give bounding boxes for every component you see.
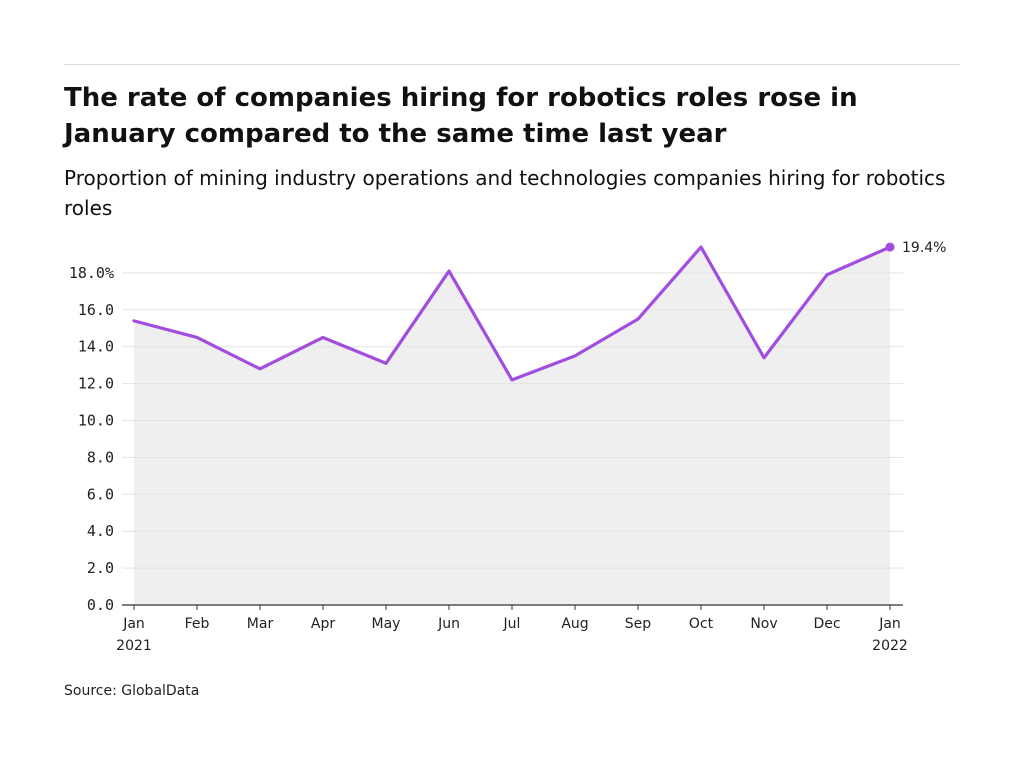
x-tick-label: Oct	[689, 616, 714, 632]
y-tick-label: 12.0	[78, 375, 114, 393]
area-fill	[134, 247, 890, 605]
x-tick-label: Jun	[437, 616, 460, 632]
x-tick-label: May	[372, 616, 401, 632]
x-tick-label: Jan	[122, 616, 145, 632]
source-note: Source: GlobalData	[64, 683, 200, 699]
x-tick-label: Nov	[750, 616, 777, 632]
y-tick-label: 4.0	[87, 522, 114, 540]
y-tick-label: 2.0	[87, 559, 114, 577]
top-divider	[64, 64, 960, 65]
x-tick-label: Mar	[247, 616, 274, 632]
y-tick-label: 6.0	[87, 485, 114, 503]
x-tick-label: Apr	[311, 616, 335, 632]
x-tick-label: Dec	[813, 616, 840, 632]
x-tick-label: 2021	[116, 638, 152, 654]
chart-title: The rate of companies hiring for robotic…	[64, 83, 858, 149]
y-tick-label: 16.0	[78, 301, 114, 319]
x-tick-label: Sep	[625, 616, 652, 632]
x-tick-label: Feb	[185, 616, 210, 632]
x-tick-label: 2022	[872, 638, 908, 654]
end-point-marker	[885, 242, 895, 252]
x-tick-label: Aug	[561, 616, 588, 632]
y-tick-label: 8.0	[87, 448, 114, 466]
chart-subtitle: Proportion of mining industry operations…	[64, 166, 946, 220]
y-tick-label: 14.0	[78, 338, 114, 356]
y-tick-label: 18.0%	[69, 264, 114, 282]
end-data-label: 19.4%	[902, 240, 946, 256]
x-tick-label: Jul	[503, 616, 521, 632]
x-tick-label: Jan	[878, 616, 901, 632]
y-tick-label: 0.0	[87, 596, 114, 614]
y-tick-label: 10.0	[78, 412, 114, 430]
series-line	[132, 245, 892, 382]
